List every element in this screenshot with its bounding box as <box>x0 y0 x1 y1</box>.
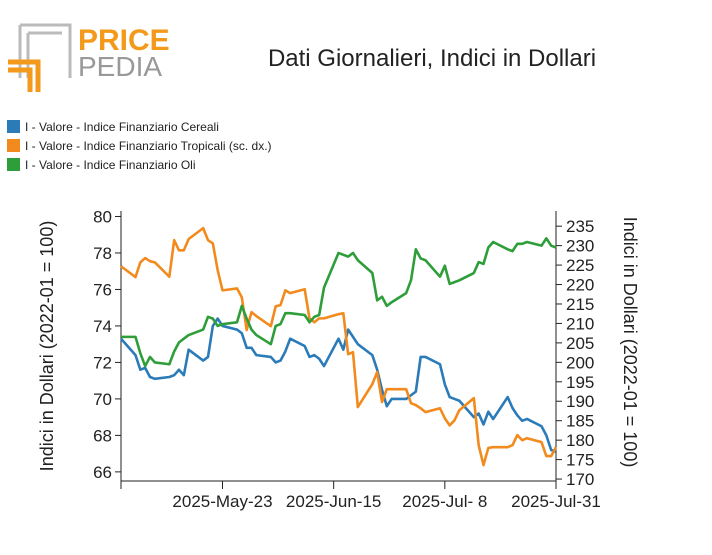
series-line <box>120 317 557 454</box>
x-tick-label: 2025-May-23 <box>172 492 272 511</box>
logo-pedia: PEDIA <box>78 51 162 82</box>
y2-axis-label: Indici in Dollari (2022-01 = 100) <box>620 217 640 468</box>
y2-tick-label: 180 <box>566 431 594 450</box>
y2-tick-label: 200 <box>566 353 594 372</box>
y2-tick-label: 205 <box>566 334 594 353</box>
y2-tick-label: 235 <box>566 217 594 236</box>
logo-price: PRICE <box>78 24 170 57</box>
logo: PRICE PEDIA <box>8 23 170 92</box>
y2-tick-label: 170 <box>566 470 594 489</box>
logo-icon-gray <box>18 23 72 78</box>
y2-tick-label: 185 <box>566 412 594 431</box>
y-tick-label: 78 <box>93 244 112 263</box>
y-tick-label: 74 <box>93 317 112 336</box>
legend-label: I - Valore - Indice Finanziario Tropical… <box>25 139 272 153</box>
y2-tick-label: 225 <box>566 256 594 275</box>
chart-title: Dati Giornalieri, Indici in Dollari <box>268 45 596 72</box>
y2-tick-label: 195 <box>566 373 594 392</box>
x-tick-label: 2025-Jul-31 <box>511 492 601 511</box>
x-tick-label: 2025-Jun-15 <box>286 492 381 511</box>
legend-swatch <box>7 139 20 152</box>
y-tick-label: 72 <box>93 353 112 372</box>
y-tick-label: 70 <box>93 390 112 409</box>
y-tick-label: 80 <box>93 207 112 226</box>
legend-swatch <box>7 120 20 133</box>
legend-swatch <box>7 158 20 171</box>
legend-label: I - Valore - Indice Finanziario Oli <box>25 158 196 172</box>
y2-tick-label: 230 <box>566 237 594 256</box>
logo-icon-orange <box>8 59 41 92</box>
y2-tick-label: 190 <box>566 392 594 411</box>
series-line <box>120 226 558 467</box>
y-tick-label: 68 <box>93 426 112 445</box>
y-tick-label: 76 <box>93 280 112 299</box>
y2-tick-label: 210 <box>566 314 594 333</box>
x-tick-label: 2025-Jul- 8 <box>402 492 487 511</box>
y2-tick-label: 215 <box>566 295 594 314</box>
y-axis-label: Indici in Dollari (2022-01 = 100) <box>37 221 57 472</box>
y-tick-label: 66 <box>93 463 112 482</box>
y2-tick-label: 220 <box>566 276 594 295</box>
legend-label: I - Valore - Indice Finanziario Cereali <box>25 120 219 134</box>
y2-tick-label: 175 <box>566 451 594 470</box>
series-line <box>121 237 557 368</box>
